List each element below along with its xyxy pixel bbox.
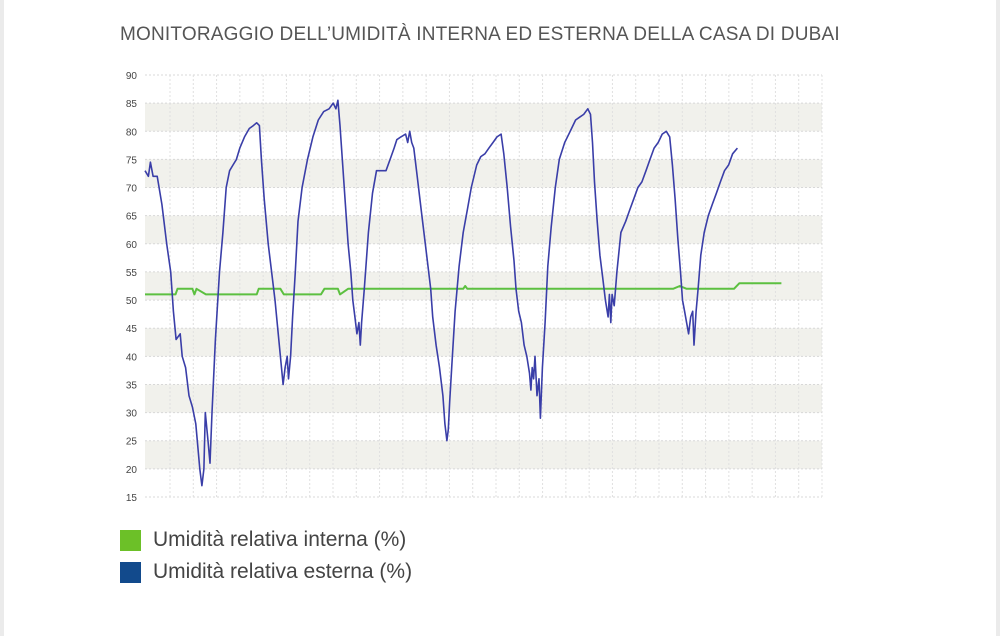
right-edge-strip [996, 0, 1000, 636]
y-tick-label: 65 [126, 212, 138, 223]
legend-label-external: Umidità relativa esterna (%) [153, 560, 413, 583]
legend-label-internal: Umidità relativa interna (%) [153, 528, 407, 551]
grid-band [145, 159, 822, 188]
legend-item-internal: Umidità relativa interna (%) [120, 524, 412, 556]
y-tick-label: 35 [126, 380, 138, 391]
y-tick-label: 45 [126, 324, 138, 335]
y-tick-label: 55 [126, 268, 138, 279]
y-tick-label: 75 [126, 155, 138, 166]
y-tick-label: 15 [126, 493, 138, 504]
legend-swatch-internal [120, 529, 141, 551]
chart-title: MONITORAGGIO DELL’UMIDITÀ INTERNA ED EST… [120, 24, 840, 45]
grid-band [145, 440, 822, 469]
y-tick-label: 30 [126, 409, 138, 420]
y-tick-label: 90 [126, 71, 138, 82]
series-line-external [144, 99, 739, 487]
y-tick-label: 50 [126, 296, 138, 307]
grid-band [145, 103, 822, 132]
series-line-internal [145, 282, 782, 296]
grid-band [145, 215, 822, 244]
y-tick-label: 70 [126, 184, 138, 195]
y-tick-label: 40 [126, 352, 138, 363]
y-tick-label: 25 [126, 437, 138, 448]
y-tick-label: 20 [126, 465, 138, 476]
legend-item-external: Umidità relativa esterna (%) [120, 556, 412, 588]
grid-band [145, 271, 822, 301]
grid-band [145, 384, 822, 413]
chart-legend: Umidità relativa interna (%) Umidità rel… [120, 524, 412, 588]
y-tick-label: 80 [126, 127, 138, 138]
grid-band [145, 328, 822, 357]
y-tick-label: 85 [126, 99, 138, 110]
legend-swatch-external [120, 561, 141, 583]
y-tick-label: 60 [126, 240, 138, 251]
left-edge-strip [0, 0, 4, 636]
